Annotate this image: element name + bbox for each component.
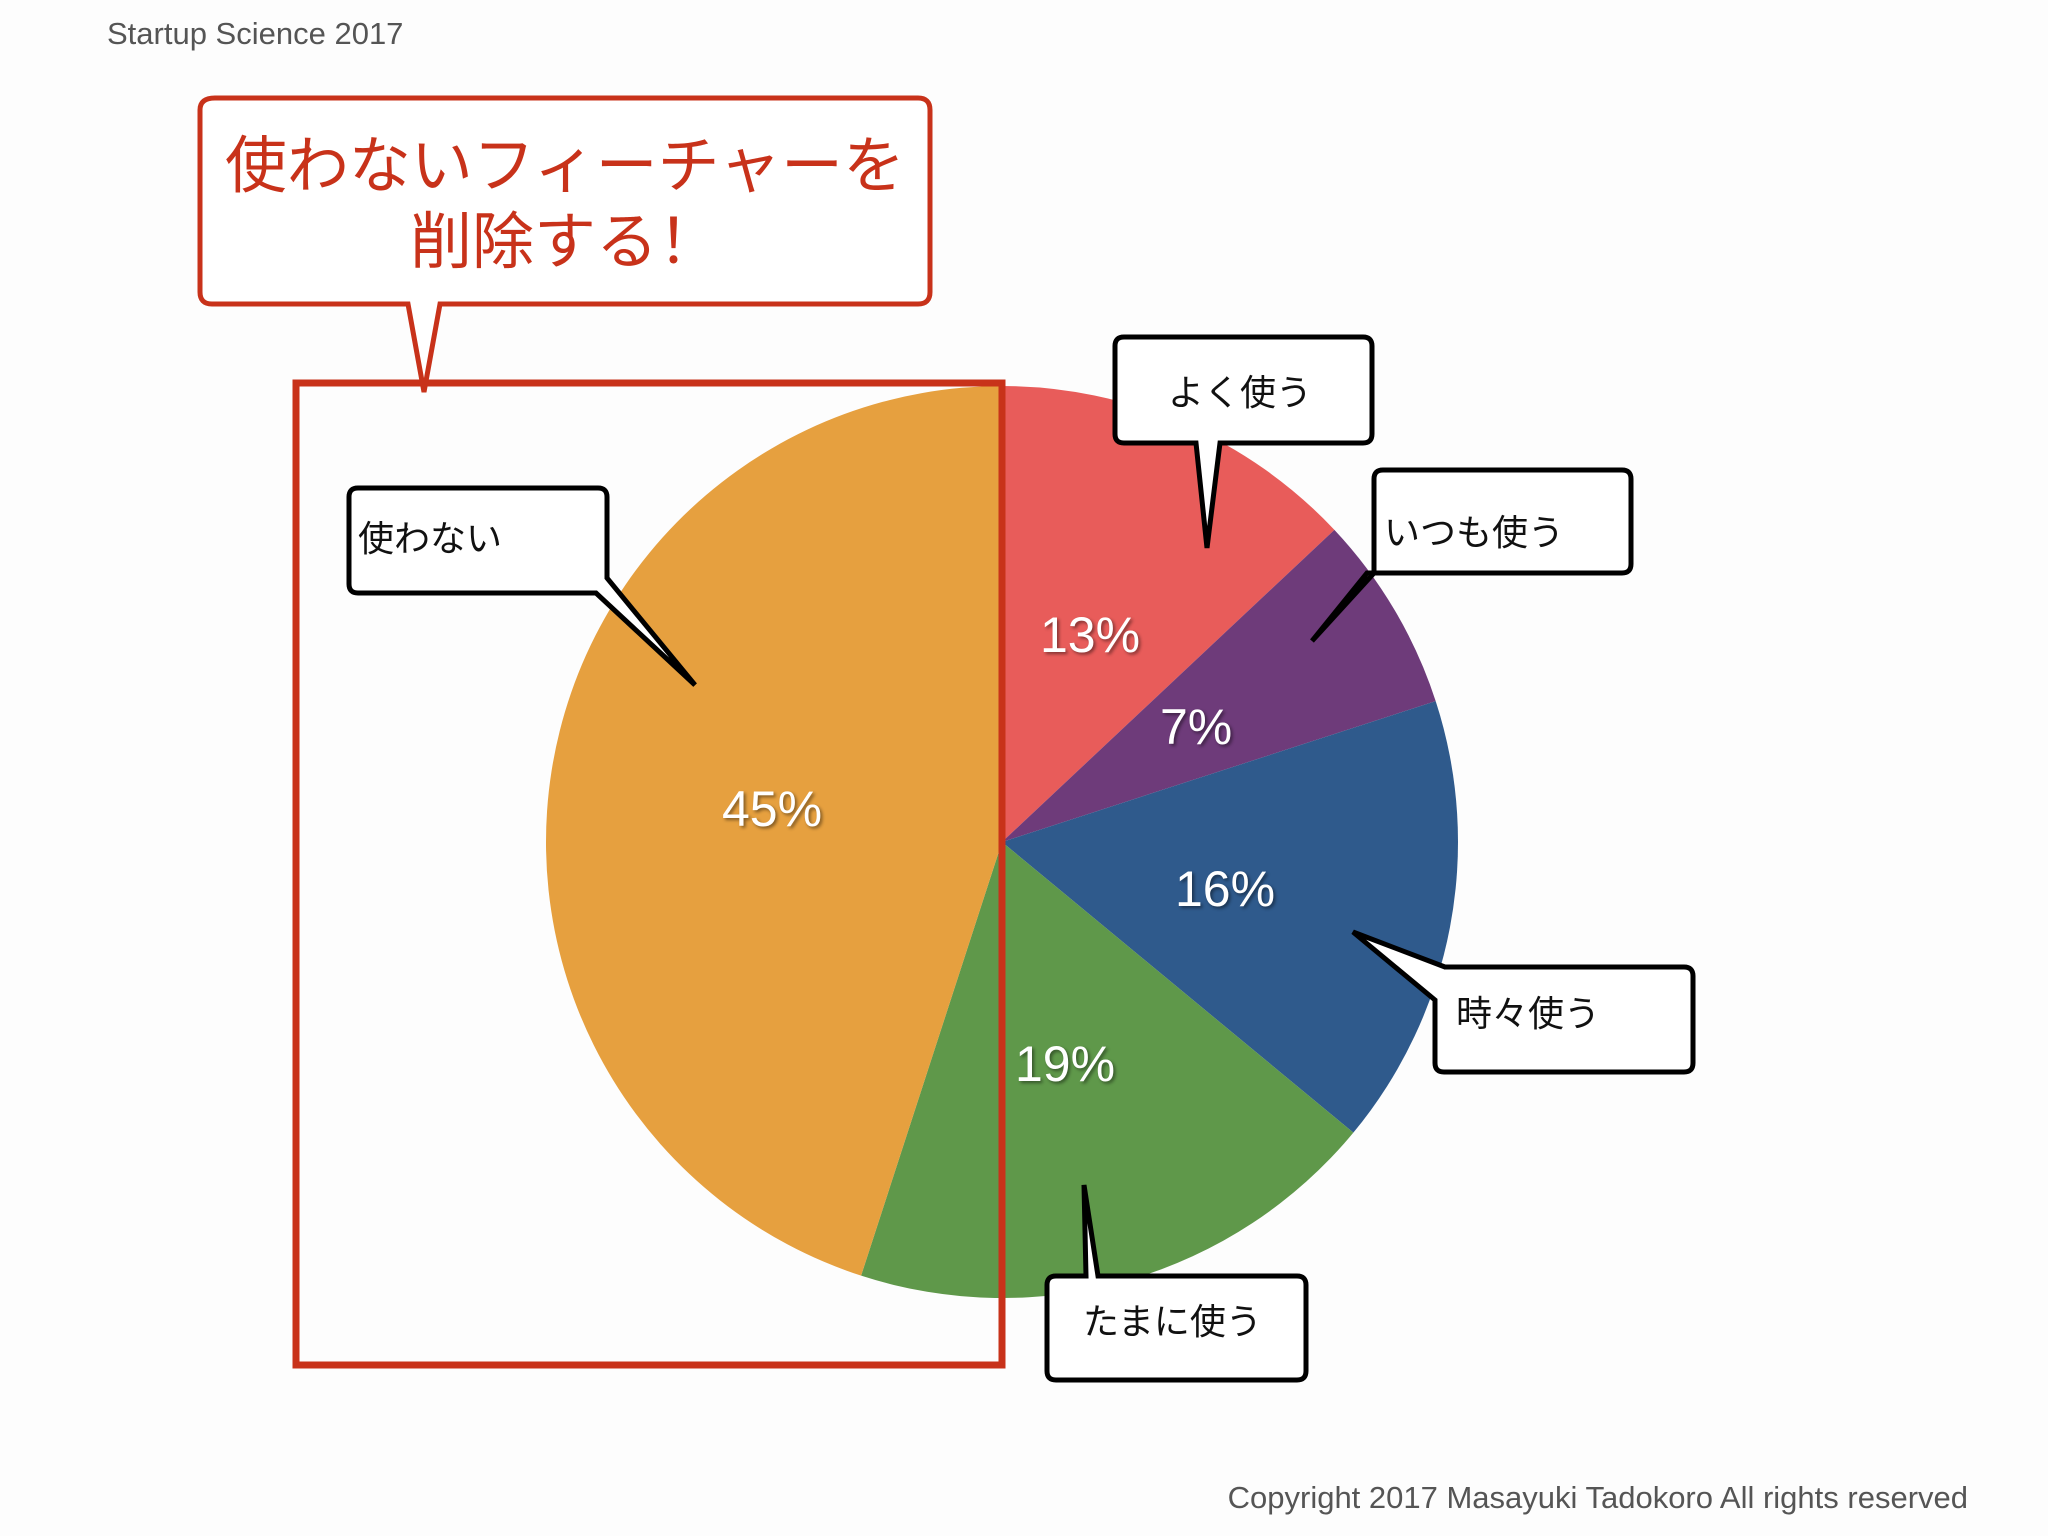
callout-itsumo-label: いつも使う [1384, 513, 1565, 554]
highlight-box-texture [293, 380, 1005, 1368]
header-title: Startup Science 2017 [107, 16, 404, 51]
pie-slice-3 [1002, 701, 1458, 1133]
pct-label-tsukawanai: 45% [722, 781, 823, 837]
highlight-box [292, 379, 1006, 1369]
callout-tsukawanai-label: 使わない [358, 519, 503, 560]
pie-slice-1 [1002, 386, 1335, 842]
footer-copyright: Copyright 2017 Masayuki Tadokoro All rig… [1227, 1480, 1968, 1515]
pie-slice-2 [1002, 529, 1436, 842]
pct-label-tokidoki: 16% [1175, 861, 1276, 917]
pct-label-tamani: 19% [1015, 1036, 1116, 1092]
title-callout: 使わないフィーチャーを 削除する！ [200, 128, 930, 280]
pct-label-itsumo: 7% [1160, 699, 1233, 755]
title-callout-bubble [197, 95, 933, 393]
pie-slice-4 [861, 842, 1354, 1298]
callout-itsumo-bubble [1310, 467, 1634, 643]
pct-label-yoku: 13% [1040, 607, 1141, 663]
callout-tamani-label: たまに使う [1083, 1302, 1262, 1343]
title-callout-line1: 使わないフィーチャーを [224, 129, 906, 202]
pie-slice-5 [546, 386, 1002, 1276]
title-callout-line2: 削除する！ [409, 205, 720, 278]
callout-tsukawanai-bubble [346, 485, 697, 687]
callout-tokidoki-label: 時々使う [1456, 994, 1601, 1035]
pie-chart [546, 386, 1458, 1298]
callout-tamani-bubble [1044, 1184, 1309, 1383]
callout-tokidoki-bubble [1351, 929, 1696, 1075]
callout-yoku-bubble [1112, 334, 1375, 549]
callout-yoku-label: よく使う [1168, 373, 1313, 414]
